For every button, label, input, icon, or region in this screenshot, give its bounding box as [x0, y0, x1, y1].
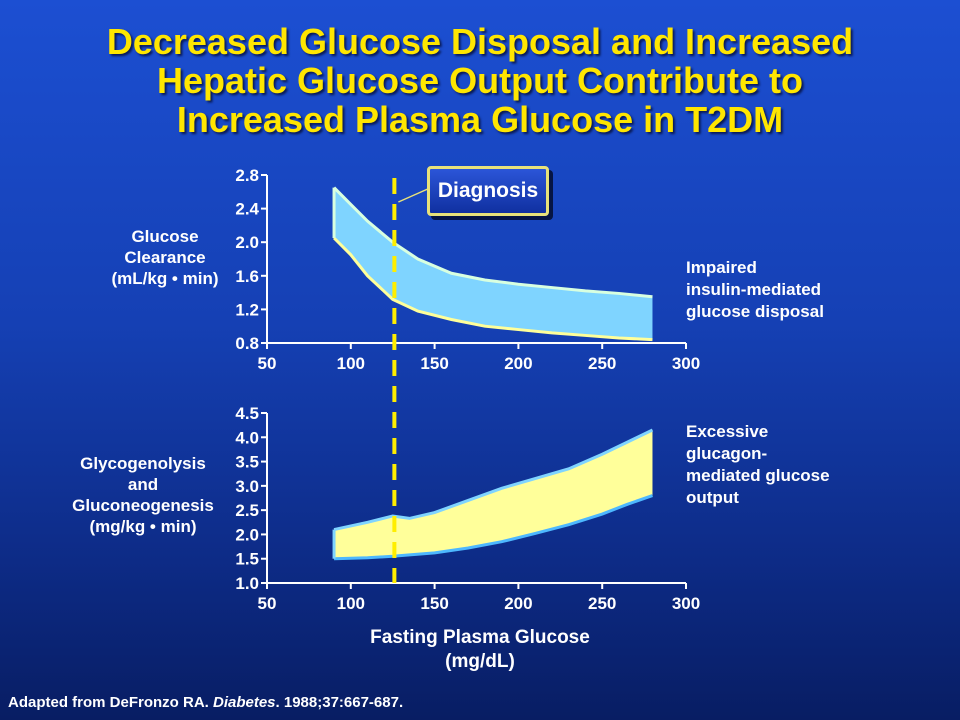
- annotation-line: insulin-mediated: [686, 280, 822, 299]
- top-chart-x-tick-label: 250: [588, 354, 616, 373]
- top-chart-y-tick-label: 1.6: [235, 267, 259, 286]
- bottom-chart-upper-line: [333, 428, 654, 532]
- top-chart-x-tick-label: 150: [420, 354, 448, 373]
- ylabel-line: (mL/kg • min): [111, 269, 219, 288]
- top-chart-band: [334, 187, 653, 340]
- bottom-chart-annotation: Excessive glucagon- mediated glucose out…: [686, 421, 830, 509]
- x-axis-label: Fasting Plasma Glucose (mg/dL): [280, 626, 680, 674]
- title-line: Decreased Glucose Disposal and Increased: [106, 21, 854, 62]
- top-chart-x-tick-label: 300: [672, 354, 700, 373]
- diagnosis-callout: Diagnosis: [427, 166, 549, 216]
- top-chart-y-tick-label: 2.8: [235, 166, 259, 185]
- annotation-line: Excessive: [686, 422, 769, 441]
- annotation-line: glucagon-: [686, 444, 768, 463]
- top-chart-ylabel: Glucose Clearance (mL/kg • min): [60, 226, 270, 289]
- top-chart-x-tick-label: 50: [258, 354, 277, 373]
- bottom-chart-x-tick-label: 100: [337, 594, 365, 613]
- bottom-chart-x-tick-label: 200: [504, 594, 532, 613]
- ylabel-line: Clearance: [124, 248, 206, 267]
- bottom-chart-lower-line: [333, 494, 653, 561]
- bottom-chart-y-tick-label: 3.0: [235, 477, 259, 496]
- citation: Adapted from DeFronzo RA. Diabetes. 1988…: [8, 694, 403, 711]
- title-line: Increased Plasma Glucose in T2DM: [176, 99, 784, 140]
- top-chart-y-tick-label: 2.0: [235, 233, 259, 252]
- bottom-chart-y-tick-label: 3.5: [235, 453, 259, 472]
- citation-suffix: . 1988;37:667-687.: [275, 694, 404, 711]
- ylabel-line: and: [127, 475, 159, 494]
- bottom-chart-x-tick-label: 250: [588, 594, 616, 613]
- citation-journal: Diabetes: [213, 694, 276, 711]
- bottom-chart-y-tick-label: 4.0: [235, 428, 259, 447]
- bottom-chart-y-tick-label: 2.5: [235, 501, 259, 520]
- citation-prefix: Adapted from DeFronzo RA.: [8, 694, 213, 711]
- top-chart-y-tick-label: 1.2: [235, 300, 259, 319]
- bottom-chart-y-tick-label: 1.0: [235, 574, 259, 593]
- ylabel-line: (mg/kg • min): [89, 517, 197, 536]
- ylabel-line: Glucose: [131, 227, 199, 246]
- top-chart-y-tick-label: 2.4: [235, 200, 259, 219]
- bottom-chart-x-tick-label: 300: [672, 594, 700, 613]
- top-chart-upper-line: [332, 186, 653, 299]
- bottom-chart-band: [334, 430, 653, 559]
- top-chart-x-tick-label: 100: [337, 354, 365, 373]
- diagnosis-label: Diagnosis: [437, 179, 539, 202]
- bottom-chart-x-tick-label: 50: [258, 594, 277, 613]
- annotation-line: Impaired: [686, 258, 757, 277]
- title-line: Hepatic Glucose Output Contribute to: [157, 60, 803, 101]
- x-axis-label-line: (mg/dL): [445, 651, 515, 672]
- x-axis-label-line: Fasting Plasma Glucose: [370, 627, 590, 648]
- top-chart-lower-line: [332, 236, 653, 342]
- slide-title: Decreased Glucose Disposal and Increased…: [20, 22, 940, 139]
- bottom-chart-x-tick-label: 150: [420, 594, 448, 613]
- annotation-line: output: [686, 488, 739, 507]
- top-chart-y-tick-label: 0.8: [235, 334, 259, 353]
- bottom-chart-y-tick-label: 2.0: [235, 525, 259, 544]
- bottom-chart-y-tick-label: 4.5: [235, 404, 259, 423]
- bottom-chart-y-tick-label: 1.5: [235, 550, 259, 569]
- annotation-line: glucose disposal: [686, 302, 824, 321]
- bottom-chart-ylabel: Glycogenolysis and Gluconeogenesis (mg/k…: [30, 453, 256, 537]
- top-chart-x-tick-label: 200: [504, 354, 532, 373]
- top-chart-annotation: Impaired insulin-mediated glucose dispos…: [686, 257, 824, 323]
- diagnosis-pointer: [398, 187, 431, 203]
- ylabel-line: Glycogenolysis: [80, 454, 206, 473]
- annotation-line: mediated glucose: [686, 466, 830, 485]
- ylabel-line: Gluconeogenesis: [72, 496, 214, 515]
